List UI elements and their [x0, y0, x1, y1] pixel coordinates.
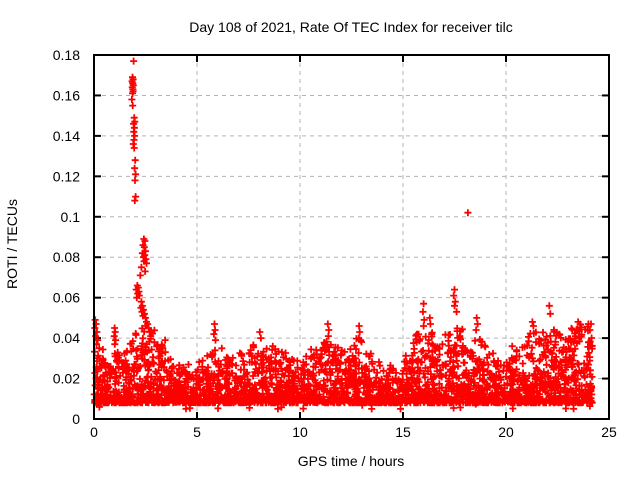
y-axis-label: ROTI / TECUs: [4, 199, 20, 289]
x-tick-label: 15: [395, 424, 411, 440]
y-tick-label: 0.08: [53, 249, 80, 265]
x-tick-label: 0: [90, 424, 98, 440]
x-tick-labels: 0 5 10 15 20 25: [90, 424, 617, 440]
x-tick-label: 10: [292, 424, 308, 440]
chart-title: Day 108 of 2021, Rate Of TEC Index for r…: [189, 19, 512, 35]
y-tick-label: 0.14: [53, 128, 80, 144]
y-tick-label: 0.12: [53, 168, 80, 184]
y-tick-labels: 0 0.02 0.04 0.06 0.08 0.1 0.12 0.14 0.16 0.18: [53, 47, 80, 427]
y-tick-label: 0: [72, 411, 80, 427]
y-tick-label: 0.02: [53, 371, 80, 387]
x-tick-label: 5: [193, 424, 201, 440]
y-tick-label: 0.16: [53, 87, 80, 103]
y-tick-label: 0.1: [61, 209, 81, 225]
plot-border: [93, 54, 610, 420]
x-tick-label: 20: [498, 424, 514, 440]
data-points-roti: [90, 57, 596, 413]
y-tick-label: 0.06: [53, 290, 80, 306]
x-tick-label: 25: [601, 424, 617, 440]
y-tick-label: 0.04: [53, 330, 80, 346]
y-tick-label: 0.18: [53, 47, 80, 63]
x-axis-label: GPS time / hours: [298, 453, 405, 469]
